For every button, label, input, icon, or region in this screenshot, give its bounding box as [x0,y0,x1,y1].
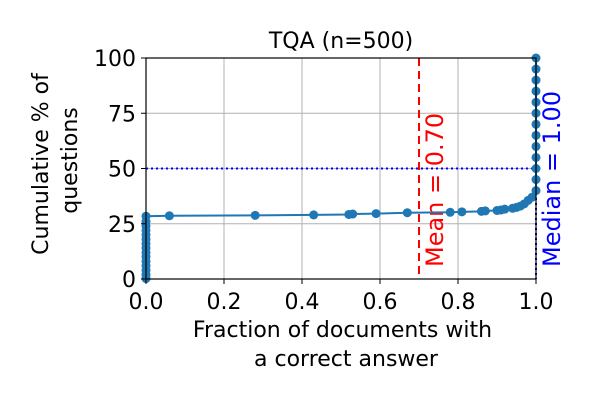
data-point [250,210,260,220]
y-axis-label: Cumulative % of questions [29,66,83,255]
data-point [445,207,455,217]
data-point [371,209,381,219]
x-tick-label: 0.2 [207,290,242,315]
y-tick-label: 75 [108,102,136,127]
axis-ticks: 0.0 0.2 0.4 0.6 0.8 1.0 0 25 50 75 100 [94,47,554,315]
chart-title: TQA (n=500) [268,29,413,54]
y-axis-label-line-1: Cumulative % of [29,72,54,255]
y-tick-label: 0 [122,268,136,293]
data-point [527,192,537,202]
x-tick-label: 0.0 [129,290,164,315]
data-point [480,206,490,216]
x-tick-label: 0.6 [363,290,398,315]
data-point [500,204,510,214]
data-point [457,207,467,217]
x-axis-label: Fraction of documents with a correct ans… [193,318,499,372]
reference-lines: Mean = 0.70 Median = 1.00 [146,58,566,279]
y-tick-label: 25 [108,213,136,238]
data-point [402,208,412,218]
x-tick-label: 1.0 [519,290,554,315]
x-axis-label-line-2: a correct answer [254,347,439,372]
x-tick-label: 0.4 [285,290,320,315]
y-tick-label: 100 [94,47,136,72]
x-tick-label: 0.8 [441,290,476,315]
x-axis-label-line-1: Fraction of documents with [193,318,492,343]
data-point [348,209,358,219]
y-tick-label: 50 [108,158,136,183]
y-axis-label-line-2: questions [58,107,83,214]
reference-line-label: Mean = 0.70 [421,113,449,267]
data-point [164,211,174,221]
data-point [309,210,319,220]
reference-line-label: Median = 1.00 [538,91,566,267]
